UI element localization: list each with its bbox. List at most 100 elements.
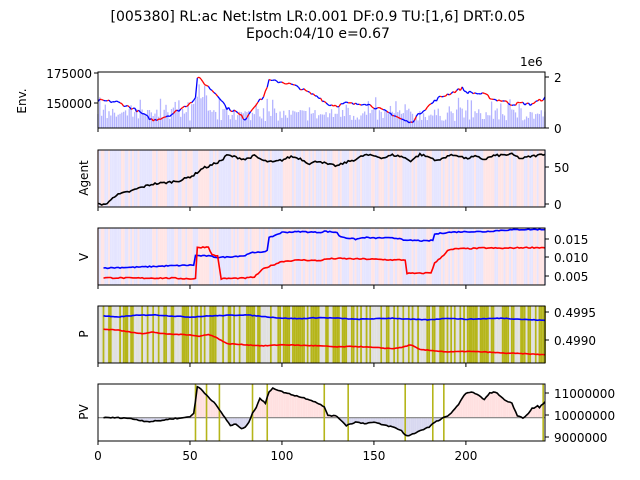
action-stripe <box>354 150 357 207</box>
env-ytick-150000: 150000 <box>46 97 92 111</box>
neutral-stripe <box>266 306 269 363</box>
neutral-stripe <box>398 306 401 363</box>
price-segment <box>375 107 378 110</box>
action-stripe <box>268 228 271 285</box>
profit-fill <box>315 401 317 418</box>
exploration-stripe <box>102 306 105 363</box>
action-stripe <box>303 228 305 285</box>
price-segment <box>496 99 500 102</box>
volume-bar <box>393 113 395 128</box>
volume-bar <box>181 108 184 128</box>
action-stripe <box>293 228 296 285</box>
action-stripe <box>135 150 138 207</box>
action-stripe <box>290 228 293 285</box>
profit-fill <box>460 398 463 418</box>
volume-bar <box>444 119 447 128</box>
action-stripe <box>382 228 385 285</box>
price-segment <box>399 117 402 120</box>
price-segment <box>156 118 160 122</box>
policy-buy-series <box>103 328 546 356</box>
neutral-stripe <box>354 306 357 363</box>
volume-bar <box>503 115 506 128</box>
price-segment <box>134 107 138 113</box>
action-stripe <box>437 228 440 285</box>
action-stripe <box>192 150 195 207</box>
action-stripe <box>400 228 403 285</box>
neutral-stripe <box>536 306 539 363</box>
price-segment <box>419 112 423 115</box>
action-stripe <box>439 228 442 285</box>
price-segment <box>259 98 262 101</box>
volume-bar <box>281 117 283 128</box>
action-stripe <box>488 228 491 285</box>
exploration-stripe <box>453 306 456 363</box>
neutral-stripe <box>304 306 307 363</box>
action-stripe <box>203 150 206 207</box>
action-stripe <box>146 228 149 285</box>
profit-fill <box>480 396 483 418</box>
loss-fill <box>401 417 404 434</box>
price-segment <box>162 116 165 119</box>
action-stripe <box>510 228 513 285</box>
action-stripe <box>483 228 486 285</box>
action-stripe <box>176 228 179 285</box>
volume-bar <box>336 113 338 128</box>
action-stripe <box>406 228 408 285</box>
price-segment <box>172 110 176 114</box>
volume-bar <box>104 104 106 128</box>
neutral-stripe <box>155 306 158 363</box>
action-stripe <box>310 228 313 285</box>
action-stripe <box>352 150 355 207</box>
price-segment <box>364 103 367 106</box>
action-stripe <box>201 150 204 207</box>
volume-bar <box>307 120 309 128</box>
volume-offset-label: 1e6 <box>520 55 543 69</box>
neutral-stripe <box>135 306 138 363</box>
action-stripe <box>498 150 500 207</box>
action-stripe <box>227 150 230 207</box>
volume-bar <box>371 109 373 128</box>
action-stripe <box>161 228 164 285</box>
action-stripe <box>514 228 517 285</box>
environment-panel-frame <box>97 71 546 129</box>
action-stripe <box>240 150 243 207</box>
volume-bar <box>112 108 114 128</box>
volume-bar <box>259 116 261 128</box>
action-stripe <box>527 228 530 285</box>
action-stripe <box>369 150 372 207</box>
price-segment <box>447 93 450 96</box>
action-stripe <box>262 150 265 207</box>
action-stripe <box>481 150 484 207</box>
action-stripe <box>262 228 265 285</box>
action-stripe <box>356 150 359 207</box>
action-stripe <box>468 228 471 285</box>
action-stripe <box>387 228 390 285</box>
price-segment <box>533 100 537 104</box>
price-segment <box>320 97 323 102</box>
action-stripe <box>113 228 116 285</box>
action-stripe <box>459 228 462 285</box>
exploration-stripe <box>520 306 523 363</box>
volume-bar <box>408 108 410 128</box>
action-stripe <box>413 228 416 285</box>
volume-bar <box>319 114 322 128</box>
exploration-stripe <box>336 306 339 363</box>
price-segment <box>139 111 143 115</box>
action-stripe <box>479 150 482 207</box>
agent-panel: 50 0 Agent <box>77 149 569 212</box>
action-stripe <box>459 150 462 207</box>
action-stripe <box>336 228 339 285</box>
volume-bar <box>255 103 257 128</box>
volume-bar <box>288 110 290 128</box>
price-segment <box>482 92 485 95</box>
action-stripe <box>284 228 287 285</box>
volume-bar <box>400 113 403 128</box>
volume-bar <box>343 116 346 128</box>
exploration-stripe <box>402 306 405 363</box>
price-segment <box>537 98 540 102</box>
action-stripe <box>144 228 147 285</box>
action-stripe <box>146 150 149 207</box>
action-stripe <box>277 150 280 207</box>
profit-fill <box>210 399 213 418</box>
action-stripe <box>317 150 320 207</box>
